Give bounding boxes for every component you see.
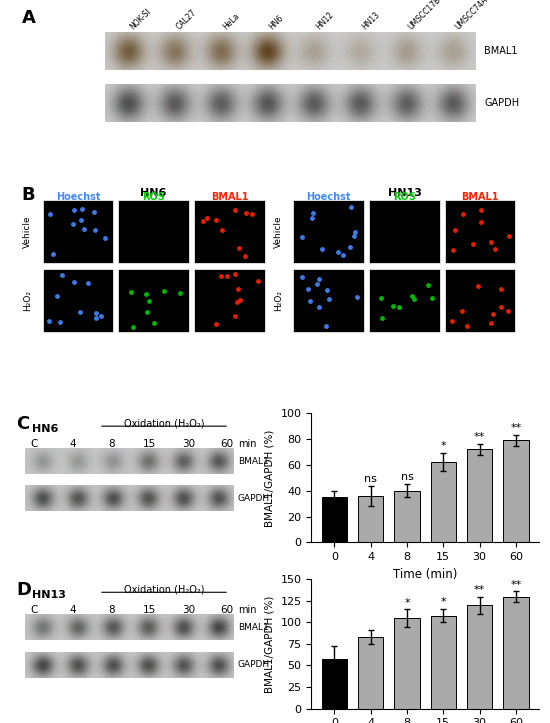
Text: GAPDH: GAPDH (238, 494, 270, 503)
Text: ns: ns (364, 474, 377, 484)
Text: BMAL1: BMAL1 (461, 192, 499, 202)
Text: C: C (30, 605, 37, 615)
Bar (294, 269, 364, 332)
Text: *: * (441, 597, 446, 607)
Bar (369, 269, 440, 332)
Bar (503, 440, 529, 542)
Bar (322, 497, 347, 542)
Bar (358, 637, 383, 709)
Text: A: A (22, 9, 36, 27)
Text: BMAL1: BMAL1 (238, 623, 268, 632)
Bar (358, 496, 383, 542)
Text: H₂O₂: H₂O₂ (274, 290, 283, 311)
Bar (43, 269, 113, 332)
Text: GAPDH: GAPDH (484, 98, 519, 108)
Text: 15: 15 (143, 439, 156, 449)
Text: 4: 4 (69, 439, 76, 449)
Text: ROS: ROS (393, 192, 416, 202)
Text: H₂O₂: H₂O₂ (23, 290, 32, 311)
Bar (445, 200, 515, 263)
Text: ns: ns (400, 472, 414, 482)
Text: min: min (238, 439, 256, 449)
Text: D: D (16, 581, 31, 599)
Text: NOK-SI: NOK-SI (129, 7, 153, 31)
Text: HN13: HN13 (32, 590, 65, 599)
Text: Vehicle: Vehicle (23, 215, 32, 248)
Bar (43, 200, 113, 263)
Text: **: ** (474, 432, 485, 442)
Bar (503, 596, 529, 709)
Text: 8: 8 (108, 439, 114, 449)
Text: HN6: HN6 (32, 424, 58, 434)
Text: min: min (238, 605, 256, 615)
Text: HN6: HN6 (140, 188, 167, 198)
Text: **: ** (474, 585, 485, 595)
Text: *: * (404, 598, 410, 608)
Y-axis label: BMAL1/GAPDH (%): BMAL1/GAPDH (%) (265, 429, 275, 526)
Bar (294, 200, 364, 263)
Text: Hoechst: Hoechst (56, 192, 100, 202)
Text: 15: 15 (143, 605, 156, 615)
Text: HN13: HN13 (360, 10, 382, 31)
Text: GAPDH: GAPDH (238, 660, 270, 669)
Text: BMAL1: BMAL1 (211, 192, 248, 202)
Text: CAL27: CAL27 (175, 7, 199, 31)
Text: Oxidation (H₂O₂): Oxidation (H₂O₂) (124, 584, 204, 594)
Bar (118, 269, 189, 332)
Text: 30: 30 (182, 605, 195, 615)
Text: 4: 4 (69, 605, 76, 615)
Bar (322, 659, 347, 709)
Text: 8: 8 (108, 605, 114, 615)
Bar (394, 618, 420, 709)
Text: HN13: HN13 (388, 188, 421, 198)
Bar (394, 491, 420, 542)
Text: HN12: HN12 (314, 10, 335, 31)
Text: 60: 60 (221, 439, 233, 449)
Bar (467, 450, 492, 542)
X-axis label: Time (min): Time (min) (393, 568, 457, 581)
Text: C: C (16, 414, 30, 432)
Text: BMAL1: BMAL1 (238, 456, 268, 466)
Text: ROS: ROS (142, 192, 165, 202)
Y-axis label: BMAL1/GAPDH (%): BMAL1/GAPDH (%) (265, 595, 275, 693)
Text: Vehicle: Vehicle (274, 215, 283, 248)
Text: *: * (441, 441, 446, 451)
Text: **: ** (510, 423, 521, 433)
Text: 60: 60 (221, 605, 233, 615)
Bar (118, 200, 189, 263)
Bar (445, 269, 515, 332)
Bar (431, 462, 456, 542)
Bar (431, 615, 456, 709)
Text: 30: 30 (182, 439, 195, 449)
Text: UMSCC17B: UMSCC17B (407, 0, 443, 31)
Text: Oxidation (H₂O₂): Oxidation (H₂O₂) (124, 419, 204, 429)
Text: C: C (30, 439, 37, 449)
Bar (467, 605, 492, 709)
Text: **: ** (510, 580, 521, 590)
Text: UMSCC74A: UMSCC74A (453, 0, 490, 31)
Text: Hoechst: Hoechst (306, 192, 351, 202)
Text: HN6: HN6 (268, 13, 285, 31)
Bar (194, 269, 265, 332)
Text: BMAL1: BMAL1 (484, 46, 518, 56)
Text: HeLa: HeLa (221, 11, 241, 31)
Bar (369, 200, 440, 263)
Bar (194, 200, 265, 263)
Text: B: B (22, 187, 35, 205)
